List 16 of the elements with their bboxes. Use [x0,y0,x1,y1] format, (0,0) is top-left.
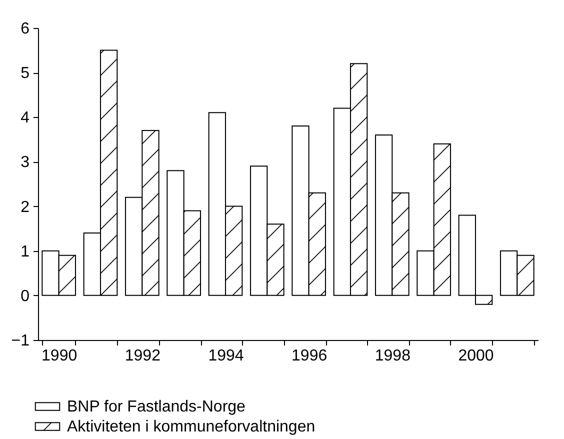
y-tick-label: 5 [20,65,30,82]
x-tick-label: 1990 [42,348,78,364]
x-tick-label: 1992 [124,348,161,364]
y-tick-label: −1 [11,332,30,350]
y-tick-label: 2 [20,198,30,216]
legend-label: Aktiviteten i kommuneforvaltningen [67,418,316,436]
y-tick-label: 6 [20,20,30,38]
y-tick-label: 0 [20,288,30,305]
y-tick-label: 4 [20,110,30,127]
y-tick-label: 3 [20,154,30,172]
x-tick-label: 1994 [208,348,244,364]
legend-label: BNP for Fastlands-Norge [67,398,246,416]
y-tick-label: 1 [20,243,30,260]
x-tick-label: 1998 [374,348,411,364]
x-tick-label: 1996 [292,348,328,364]
x-tick-label: 2000 [458,348,494,364]
